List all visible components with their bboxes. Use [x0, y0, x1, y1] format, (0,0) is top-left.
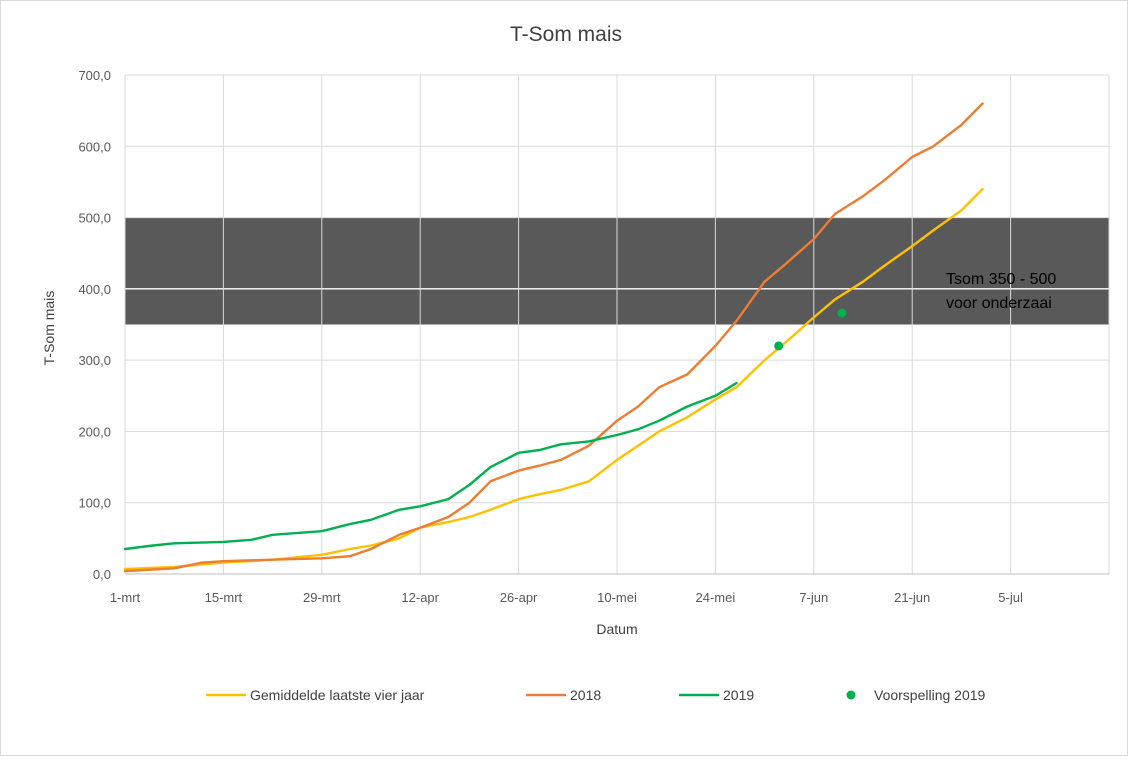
legend: Gemiddelde laatste vier jaar 2018 2019 Voor… — [206, 687, 986, 703]
chart-title: T-Som mais — [510, 23, 622, 46]
x-tick-label: 12-apr — [401, 590, 439, 605]
legend-label-voorspelling-2019: Voorspelling 2019 — [874, 687, 986, 703]
band-label-group: Tsom 350 - 500 voor onderzaai — [946, 271, 1056, 312]
axes: 0,0 100,0 200,0 300,0 400,0 500,0 600,0 700,0 1-… — [78, 68, 1109, 605]
y-tick-label: 600,0 — [78, 139, 111, 154]
x-tick-label: 26-apr — [500, 590, 538, 605]
y-tick-label: 300,0 — [78, 353, 111, 368]
x-tick-label: 1-mrt — [110, 590, 141, 605]
x-tick-label: 5-jul — [998, 590, 1023, 605]
series-lines — [123, 102, 984, 573]
forecast-point — [774, 341, 784, 351]
legend-swatch-voorspelling-2019 — [846, 690, 856, 700]
legend-label-gemiddelde-laatste-vier-jaar: Gemiddelde laatste vier jaar — [250, 687, 425, 703]
y-axis-label: T-Som mais — [41, 291, 57, 366]
gridlines — [124, 74, 1110, 575]
y-tick-label: 200,0 — [78, 424, 111, 439]
y-tick-label: 400,0 — [78, 282, 111, 297]
x-axis-label: Datum — [596, 621, 637, 637]
y-tick-label: 100,0 — [78, 496, 111, 511]
series-line-gemiddelde-laatste-vier-jaar — [123, 187, 984, 571]
x-tick-label: 24-mei — [696, 590, 736, 605]
y-tick-label: 0,0 — [93, 567, 111, 582]
y-tick-label: 700,0 — [78, 68, 111, 83]
legend-label-2018: 2018 — [570, 687, 601, 703]
x-tick-label: 7-jun — [799, 590, 828, 605]
y-tick-label: 500,0 — [78, 211, 111, 226]
series-line-2018 — [123, 102, 984, 573]
legend-label-2019: 2019 — [723, 687, 754, 703]
x-tick-label: 21-jun — [894, 590, 930, 605]
x-tick-label: 29-mrt — [303, 590, 341, 605]
band-label-line: Tsom 350 - 500 — [946, 271, 1056, 288]
series-line-2019 — [123, 381, 738, 551]
x-tick-label: 10-mei — [597, 590, 637, 605]
x-tick-label: 15-mrt — [205, 590, 243, 605]
band-label-line: voor onderzaai — [946, 295, 1052, 312]
forecast-point — [837, 308, 847, 318]
